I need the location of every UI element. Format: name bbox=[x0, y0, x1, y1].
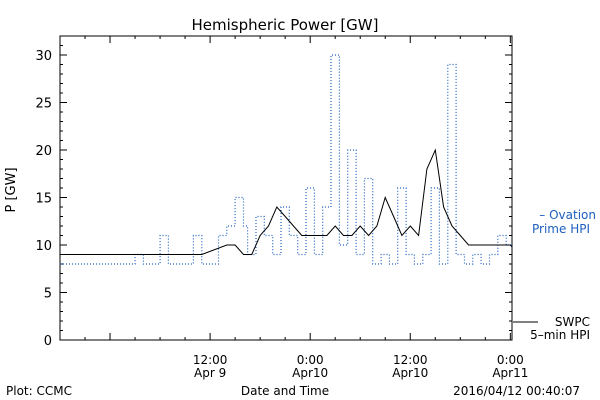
x-tick-time-label: 12:00 bbox=[193, 353, 228, 367]
plot-frame bbox=[59, 35, 513, 341]
legend-swpc-line2: 5–min HPI bbox=[530, 328, 590, 342]
y-tick-label: 30 bbox=[35, 49, 52, 64]
x-tick-time-label: 12:00 bbox=[393, 353, 428, 367]
y-tick-label: 0 bbox=[44, 334, 52, 349]
y-tick-label: 25 bbox=[35, 97, 52, 112]
x-tick-time-label: 0:00 bbox=[497, 353, 524, 367]
plot-timestamp: 2016/04/12 00:40:07 bbox=[453, 384, 580, 398]
x-tick-date-label: Apr11 bbox=[492, 366, 528, 380]
y-tick-label: 15 bbox=[35, 192, 52, 207]
legend-ovation-line2: Prime HPI bbox=[532, 222, 590, 236]
y-axis: 0 5 10 15 20 25 30 bbox=[35, 35, 512, 349]
x-tick-date-label: Apr10 bbox=[292, 366, 328, 380]
legend-ovation-line1: – Ovation bbox=[539, 208, 596, 222]
y-tick-label: 20 bbox=[35, 144, 52, 159]
legend-swpc-line1: SWPC bbox=[555, 315, 590, 329]
chart-title: Hemispheric Power [GW] bbox=[192, 16, 379, 34]
swpc-hpi-series-line bbox=[60, 148, 512, 255]
x-axis-label: Date and Time bbox=[241, 384, 329, 398]
plot-credit: Plot: CCMC bbox=[6, 384, 72, 398]
x-tick-date-label: Apr10 bbox=[392, 366, 428, 380]
y-axis-label: P [GW] bbox=[4, 167, 19, 212]
y-tick-label: 5 bbox=[44, 287, 52, 302]
series-layer bbox=[60, 54, 512, 265]
y-tick-label: 10 bbox=[35, 239, 52, 254]
x-tick-date-label: Apr 9 bbox=[194, 366, 226, 380]
ovation-prime-series-line bbox=[60, 54, 512, 265]
plot-border bbox=[59, 35, 513, 341]
x-tick-time-label: 0:00 bbox=[297, 353, 324, 367]
